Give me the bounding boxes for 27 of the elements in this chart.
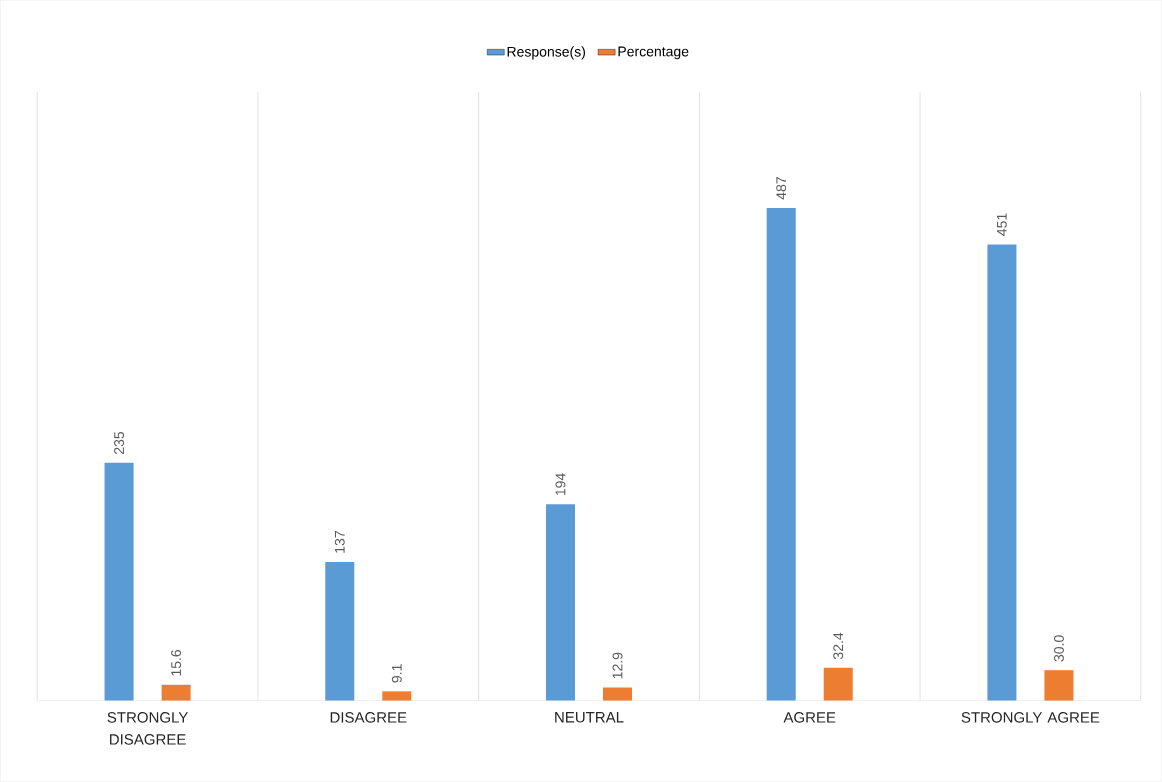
- data-label: 32.4: [833, 632, 844, 660]
- bar: [382, 691, 412, 701]
- data-label: 12.9: [612, 652, 623, 679]
- data-label: 9.1: [391, 664, 402, 683]
- bar: [823, 667, 853, 701]
- data-label: 194: [555, 473, 566, 496]
- x-tick-label: NEUTRAL: [555, 712, 624, 723]
- x-tick-label: AGREE: [783, 712, 836, 723]
- data-label: 15.6: [171, 650, 182, 676]
- x-tick-label: STRONGLY AGREE: [961, 712, 1100, 723]
- bar: [104, 462, 134, 701]
- legend-label: Percentage: [618, 46, 689, 60]
- data-label: 235: [114, 431, 125, 455]
- legend-label: Response(s): [507, 46, 585, 60]
- bar: [161, 684, 191, 701]
- bar: [766, 208, 796, 701]
- bar: [987, 244, 1017, 701]
- data-label: 451: [997, 213, 1007, 236]
- bar: [325, 562, 355, 701]
- bar: [603, 687, 633, 701]
- bar: [1044, 670, 1074, 701]
- data-label: 30.0: [1053, 635, 1064, 662]
- x-tick-label: DISAGREE: [330, 712, 407, 723]
- data-label: 487: [776, 177, 787, 200]
- data-label: 137: [334, 531, 345, 553]
- x-tick-label: STRONGLY DISAGREE: [107, 712, 188, 745]
- bar: [545, 504, 575, 701]
